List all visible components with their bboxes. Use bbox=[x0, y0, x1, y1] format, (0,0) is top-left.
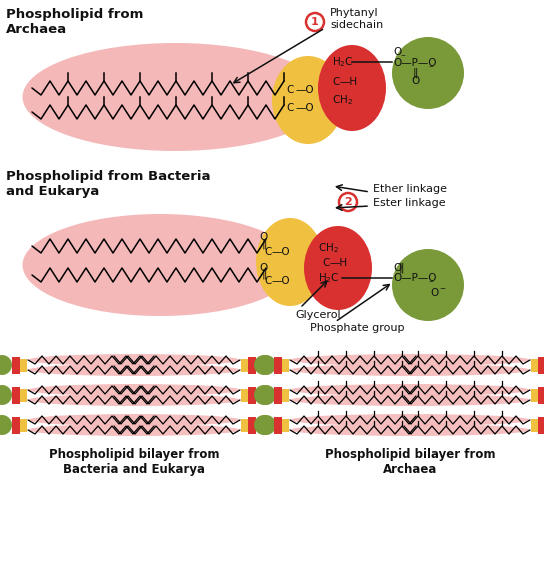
Bar bbox=[531, 359, 538, 372]
Text: —O: —O bbox=[295, 103, 314, 113]
Circle shape bbox=[256, 385, 276, 405]
Text: O: O bbox=[393, 47, 401, 57]
Ellipse shape bbox=[290, 394, 530, 406]
Bar bbox=[282, 359, 289, 372]
Ellipse shape bbox=[22, 43, 327, 151]
Bar bbox=[12, 417, 20, 434]
Text: $^-$: $^-$ bbox=[427, 63, 435, 72]
Text: 1: 1 bbox=[311, 17, 319, 27]
Text: —O: —O bbox=[272, 276, 290, 286]
Circle shape bbox=[0, 415, 12, 435]
Bar bbox=[12, 387, 20, 404]
Ellipse shape bbox=[290, 354, 530, 366]
Ellipse shape bbox=[304, 226, 372, 310]
Circle shape bbox=[254, 415, 274, 435]
Circle shape bbox=[256, 355, 276, 375]
Text: O—P—O: O—P—O bbox=[393, 273, 436, 283]
Text: ‖: ‖ bbox=[261, 239, 267, 249]
Text: C: C bbox=[286, 85, 293, 95]
Text: H$_2$C: H$_2$C bbox=[318, 271, 339, 285]
Ellipse shape bbox=[256, 218, 324, 306]
Text: Ether linkage: Ether linkage bbox=[373, 184, 447, 194]
Text: Phospholipid from
Archaea: Phospholipid from Archaea bbox=[6, 8, 144, 36]
Text: —O: —O bbox=[272, 247, 290, 257]
Text: CH$_2$: CH$_2$ bbox=[332, 93, 353, 107]
Text: C: C bbox=[322, 258, 329, 268]
Ellipse shape bbox=[272, 56, 344, 144]
Ellipse shape bbox=[290, 364, 530, 376]
Bar bbox=[20, 389, 27, 402]
Text: C: C bbox=[286, 103, 293, 113]
Bar bbox=[248, 387, 256, 404]
Text: ‖: ‖ bbox=[412, 68, 418, 78]
Text: O: O bbox=[260, 263, 268, 273]
Circle shape bbox=[256, 415, 276, 435]
Circle shape bbox=[254, 385, 274, 405]
Text: Glycerol: Glycerol bbox=[295, 310, 341, 320]
Text: Phosphate group: Phosphate group bbox=[310, 323, 405, 333]
Ellipse shape bbox=[290, 414, 530, 426]
Bar bbox=[538, 417, 544, 434]
Bar bbox=[531, 419, 538, 432]
Ellipse shape bbox=[290, 424, 530, 436]
Circle shape bbox=[0, 385, 12, 405]
Bar bbox=[274, 357, 282, 374]
Ellipse shape bbox=[22, 214, 298, 316]
Circle shape bbox=[392, 249, 464, 321]
Circle shape bbox=[306, 13, 324, 31]
Text: O: O bbox=[260, 232, 268, 242]
Bar bbox=[531, 389, 538, 402]
Bar bbox=[241, 419, 248, 432]
Text: Phospholipid bilayer from
Bacteria and Eukarya: Phospholipid bilayer from Bacteria and E… bbox=[49, 448, 219, 476]
Text: $^-$: $^-$ bbox=[427, 278, 435, 287]
Text: C: C bbox=[264, 247, 271, 257]
Ellipse shape bbox=[28, 394, 240, 406]
Text: Phospholipid bilayer from
Archaea: Phospholipid bilayer from Archaea bbox=[325, 448, 495, 476]
Text: 2: 2 bbox=[344, 197, 352, 207]
Text: C: C bbox=[332, 77, 339, 87]
Bar bbox=[20, 359, 27, 372]
Bar bbox=[12, 357, 20, 374]
Bar bbox=[20, 419, 27, 432]
Ellipse shape bbox=[290, 384, 530, 396]
Text: C: C bbox=[264, 276, 271, 286]
Text: O—P—O: O—P—O bbox=[393, 58, 436, 68]
Circle shape bbox=[339, 193, 357, 211]
Text: ‖: ‖ bbox=[261, 268, 267, 279]
Bar bbox=[248, 417, 256, 434]
Bar bbox=[282, 419, 289, 432]
Bar bbox=[538, 387, 544, 404]
Ellipse shape bbox=[28, 424, 240, 436]
Ellipse shape bbox=[318, 45, 386, 131]
Text: Phytanyl
sidechain: Phytanyl sidechain bbox=[330, 8, 384, 30]
Ellipse shape bbox=[28, 354, 240, 366]
Text: Ester linkage: Ester linkage bbox=[373, 198, 446, 208]
Circle shape bbox=[392, 37, 464, 109]
Text: $^-$: $^-$ bbox=[399, 52, 406, 61]
Text: H$_2$C: H$_2$C bbox=[332, 55, 354, 69]
Bar bbox=[248, 357, 256, 374]
Circle shape bbox=[254, 355, 274, 375]
Text: Phospholipid from Bacteria
and Eukarya: Phospholipid from Bacteria and Eukarya bbox=[6, 170, 211, 198]
Text: O$^-$: O$^-$ bbox=[430, 286, 447, 298]
Ellipse shape bbox=[28, 414, 240, 426]
Text: CH$_2$: CH$_2$ bbox=[318, 241, 339, 255]
Text: O: O bbox=[411, 76, 419, 86]
Ellipse shape bbox=[28, 384, 240, 396]
Bar bbox=[282, 389, 289, 402]
Bar bbox=[241, 359, 248, 372]
Text: —H: —H bbox=[340, 77, 358, 87]
Text: ‖: ‖ bbox=[399, 263, 405, 273]
Bar bbox=[274, 417, 282, 434]
Bar bbox=[538, 357, 544, 374]
Bar bbox=[241, 389, 248, 402]
Ellipse shape bbox=[28, 364, 240, 376]
Text: —O: —O bbox=[295, 85, 314, 95]
Bar bbox=[274, 387, 282, 404]
Circle shape bbox=[0, 355, 12, 375]
Text: O: O bbox=[393, 263, 401, 273]
Text: —H: —H bbox=[330, 258, 348, 268]
